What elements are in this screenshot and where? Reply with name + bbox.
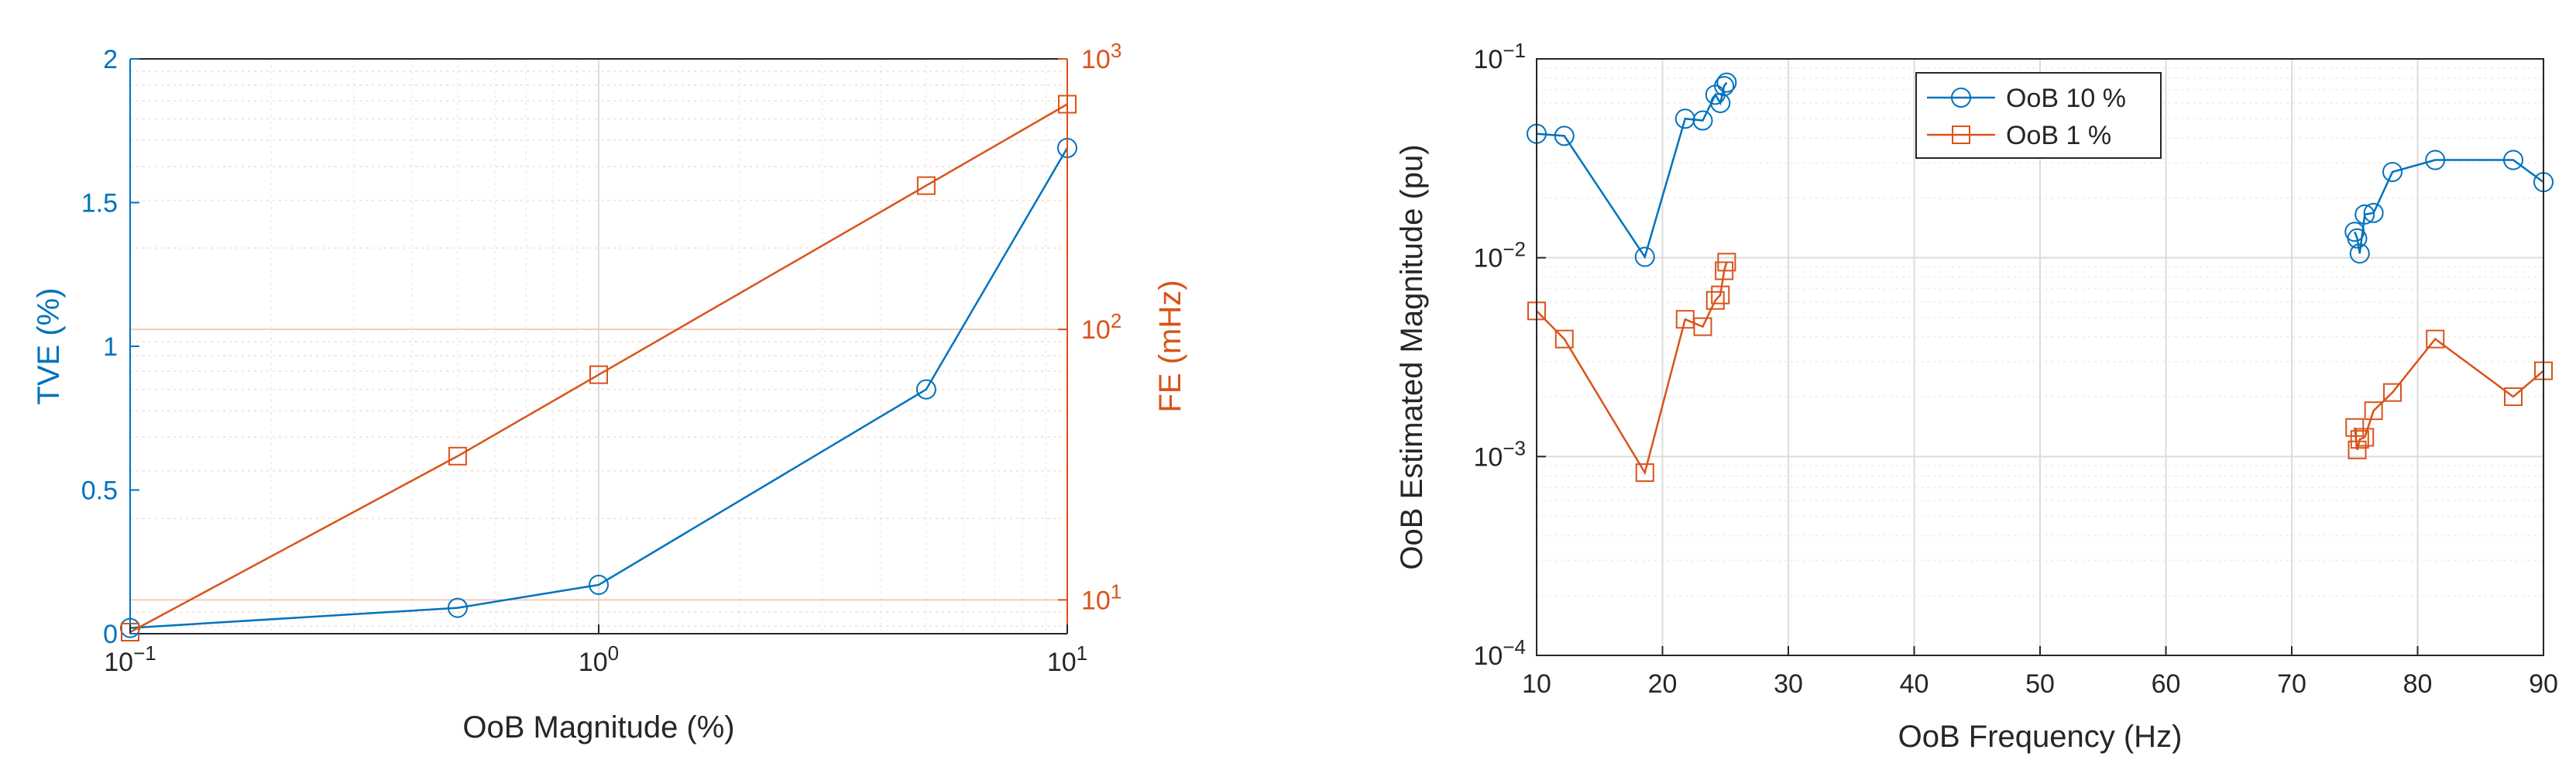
chart2-x-tick-label: 80: [2403, 669, 2433, 699]
chart2-data-point: [2350, 430, 2369, 449]
chart2-data-point: [2354, 204, 2375, 225]
chart2-x-tick-label: 90: [2529, 669, 2558, 699]
chart2-y-tick-label: 10−2: [1474, 238, 1526, 273]
chart2-data-point: [1714, 76, 1735, 97]
chart1-left-axis-title: TVE (%): [32, 287, 66, 404]
chart2-x-tick-label: 50: [2025, 669, 2055, 699]
chart2-data-point: [2383, 383, 2402, 402]
chart2-legend: OoB 10 % OoB 1 %: [1915, 72, 2162, 159]
chart2-data-point: [2355, 428, 2375, 447]
chart1-right-tick-label: 101: [1081, 579, 1121, 615]
chart2-x-tick-label: 10: [1522, 669, 1551, 699]
chart1-data-point: [589, 365, 608, 384]
chart1-data-point: [915, 379, 936, 400]
chart1-right-tick-label: 103: [1081, 39, 1121, 74]
chart2-data-point: [2425, 150, 2446, 170]
chart2-data-point: [2347, 228, 2368, 249]
chart1-x-axis-title: OoB Magnitude (%): [462, 710, 734, 744]
chart2-data-point: [1692, 110, 1713, 131]
chart1-left-tick-label: 0.5: [81, 476, 118, 506]
chart1-x-tick-label: 101: [1047, 641, 1087, 677]
chart2-data-point: [2345, 418, 2365, 437]
chart1-right-tick-label: 102: [1081, 309, 1121, 345]
chart2-data-point: [1711, 285, 1730, 304]
chart2-y-axis-title: OoB Estimated Magnitude (pu): [1395, 144, 1429, 569]
legend-label-oob-1: OoB 1 %: [2006, 121, 2111, 150]
chart2-series: [1527, 72, 2554, 483]
chart2-data-point: [1635, 463, 1654, 483]
legend-swatch-marker: [1951, 88, 1971, 108]
chart1-series-line-1: [129, 103, 1068, 634]
chart2-data-point: [2382, 161, 2403, 182]
chart2-data-point: [1554, 329, 1574, 349]
chart1-series-line-0: [129, 147, 1069, 629]
chart2-y-tick-label: 10−4: [1474, 635, 1526, 671]
chart1-left-tick-label: 1: [103, 332, 118, 362]
legend-swatch-marker: [1952, 126, 1970, 144]
chart2-x-tick-label: 20: [1648, 669, 1678, 699]
chart2-y-tick-label: 10−1: [1474, 39, 1526, 74]
chart1-left-tick-label: 2: [103, 45, 118, 74]
chart2-axes: 10 20 30 40 50 60 70 80 90 10−4 10−3 10−2 10−1: [1474, 39, 2558, 699]
chart2-data-point: [2426, 329, 2445, 349]
chart2-data-point: [2348, 440, 2367, 459]
chart2-x-tick-label: 30: [1774, 669, 1803, 699]
chart2-data-point: [1693, 317, 1712, 336]
chart2-x-tick-label: 70: [2277, 669, 2306, 699]
chart2-data-point: [1710, 92, 1731, 113]
chart1-data-point: [447, 597, 468, 618]
chart1-right-axis-title: FE (mHz): [1153, 280, 1187, 412]
chart1-left-tick-label: 0: [103, 620, 118, 649]
chart1-data-point: [916, 176, 936, 195]
chart2-data-point: [1717, 253, 1736, 272]
chart2-data-point: [1554, 126, 1575, 146]
chart2-data-point: [2364, 401, 2383, 421]
chart1-grid: [129, 58, 1068, 634]
chart2-data-point: [2349, 243, 2370, 264]
chart2-data-point: [1716, 72, 1737, 93]
chart-oob-estimated-magnitude: 10 20 30 40 50 60 70 80 90 10−4 10−3 10−2 10−1 OoB F…: [1395, 39, 2558, 754]
chart1-data-point: [589, 574, 609, 595]
chart2-x-axis-title: OoB Frequency (Hz): [1898, 720, 2183, 754]
chart1-data-point: [448, 446, 467, 466]
chart2-y-tick-label: 10−3: [1474, 436, 1526, 472]
chart2-x-tick-label: 60: [2152, 669, 2181, 699]
legend-label-oob-10: OoB 10 %: [2006, 84, 2126, 113]
chart2-data-point: [2503, 150, 2523, 170]
chart2-x-tick-label: 40: [1900, 669, 1929, 699]
chart1-left-tick-label: 1.5: [81, 189, 118, 218]
chart2-data-point: [2363, 202, 2384, 223]
chart1-x-tick-label: 100: [579, 641, 619, 677]
chart2-data-point: [1674, 108, 1695, 129]
chart2-data-point: [1705, 291, 1725, 310]
chart2-data-point: [1634, 246, 1655, 267]
chart2-data-point: [2504, 387, 2523, 407]
